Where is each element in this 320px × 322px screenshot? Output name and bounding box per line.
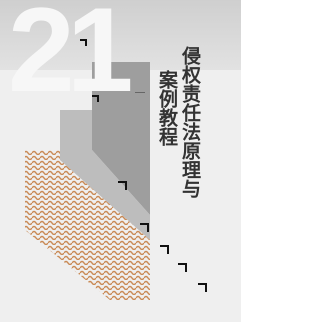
title-line: 侵权责任法原理与 <box>180 46 199 198</box>
rule <box>135 92 145 93</box>
series-number: 21 <box>8 0 125 110</box>
book-cover: 21 侵权责任法原理与 案例教程 <box>0 0 241 322</box>
title-line: 案例教程 <box>157 70 176 146</box>
